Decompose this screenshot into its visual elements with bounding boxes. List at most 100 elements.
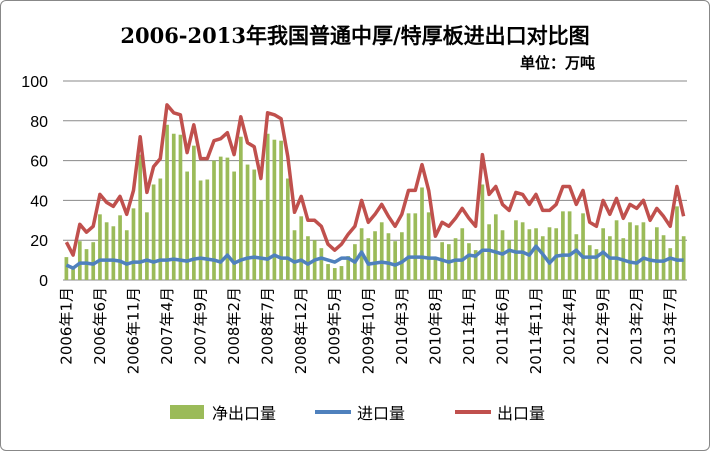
net-export-bar xyxy=(393,241,398,280)
net-export-bar xyxy=(64,257,69,280)
net-export-bar xyxy=(218,156,223,280)
net-export-bar xyxy=(238,136,243,280)
net-export-bar xyxy=(661,235,666,280)
net-export-bar xyxy=(131,208,136,280)
net-export-bar xyxy=(400,232,404,280)
net-export-bar xyxy=(507,240,512,280)
x-tick-label: 2006年11月 xyxy=(124,287,142,374)
net-export-bar xyxy=(614,220,619,280)
chart-title: 2006-2013年我国普通中厚/特厚板进出口对比图 xyxy=(120,23,590,48)
net-export-bar xyxy=(71,267,75,280)
net-export-bar xyxy=(594,249,599,280)
net-export-bar xyxy=(641,222,646,280)
x-tick-label: 2011年1月 xyxy=(460,287,478,365)
export-line xyxy=(64,103,686,257)
x-tick-label: 2008年2月 xyxy=(225,287,243,365)
net-export-bar xyxy=(151,184,156,280)
net-export-bar xyxy=(265,133,270,280)
x-tick-label: 2007年4月 xyxy=(158,287,176,365)
x-tick-label: 2009年10月 xyxy=(359,287,377,374)
net-export-bar xyxy=(540,236,545,280)
net-export-bar xyxy=(319,248,324,280)
net-export-bar xyxy=(259,200,263,280)
x-tick-label: 2008年7月 xyxy=(259,287,277,365)
net-export-bar xyxy=(433,258,438,280)
x-tick-label: 2010年8月 xyxy=(426,287,444,365)
x-tick-label: 2012年4月 xyxy=(561,287,579,365)
net-export-bar xyxy=(192,145,196,280)
x-tick-label: 2007年9月 xyxy=(192,287,210,365)
net-export-bar xyxy=(285,178,290,280)
x-tick-label: 2013年2月 xyxy=(628,287,646,365)
net-export-bar xyxy=(473,250,478,280)
net-export-bar xyxy=(111,226,116,280)
net-export-bar xyxy=(379,222,384,280)
net-export-bar xyxy=(272,139,277,280)
net-export-bar xyxy=(279,140,283,280)
x-tick-label: 2009年5月 xyxy=(326,287,344,365)
net-export-bar xyxy=(547,227,552,280)
net-export-bar xyxy=(373,231,377,280)
net-export-bar xyxy=(634,225,639,280)
net-export-bar xyxy=(561,211,565,280)
net-export-bar xyxy=(426,212,431,280)
y-tick-label: 40 xyxy=(30,193,48,210)
net-export-bar xyxy=(306,236,310,280)
net-export-bar xyxy=(581,213,585,280)
net-export-bar xyxy=(668,248,673,280)
net-export-bar xyxy=(534,228,538,280)
net-export-bar xyxy=(225,157,230,280)
unit-label: 单位：万吨 xyxy=(520,54,596,72)
import-line xyxy=(65,244,684,270)
x-tick-label: 2011年11月 xyxy=(527,287,545,374)
net-export-bar xyxy=(654,227,659,280)
net-export-bar xyxy=(158,178,163,280)
net-export-bar xyxy=(91,242,96,280)
net-export-bar xyxy=(178,134,183,280)
x-tick-label: 2006年1月 xyxy=(57,287,75,365)
net-export-bar xyxy=(118,215,122,280)
net-export-bar xyxy=(406,213,411,280)
net-export-bar xyxy=(299,216,304,280)
y-tick-label: 80 xyxy=(30,114,48,131)
net-export-bar xyxy=(326,264,330,280)
net-export-bar xyxy=(145,212,149,280)
y-tick-label: 20 xyxy=(30,233,48,250)
net-export-bar xyxy=(567,211,572,280)
legend-label: 出口量 xyxy=(497,404,545,423)
net-export-bar xyxy=(98,214,102,280)
net-export-bar xyxy=(514,220,518,280)
net-export-bar xyxy=(554,228,559,280)
net-export-bar xyxy=(420,187,424,280)
net-export-bar xyxy=(252,169,257,280)
net-export-bar xyxy=(232,171,236,280)
y-tick-label: 0 xyxy=(39,273,48,290)
net-export-bar xyxy=(212,160,216,280)
net-export-bar xyxy=(681,236,686,280)
net-export-bar xyxy=(366,238,371,280)
net-export-bar xyxy=(171,133,176,280)
net-export-bar xyxy=(339,266,344,280)
x-tick-label: 2008年12月 xyxy=(292,287,310,374)
x-tick-label: 2012年9月 xyxy=(594,287,612,365)
net-export-bar xyxy=(165,124,169,280)
net-export-bar xyxy=(104,222,109,280)
net-export-bar xyxy=(292,230,297,280)
net-export-bar xyxy=(493,214,498,280)
legend-label: 进口量 xyxy=(357,404,405,423)
net-export-bar xyxy=(346,256,351,280)
net-export-bar xyxy=(77,241,82,280)
net-export-bar xyxy=(198,180,203,280)
net-export-bar xyxy=(487,224,491,280)
net-export-bar xyxy=(413,213,418,280)
legend-swatch-net-export xyxy=(170,405,204,419)
net-export-bar xyxy=(185,171,190,280)
x-tick-label: 2006年6月 xyxy=(91,287,109,365)
net-export-bar xyxy=(675,206,679,280)
net-export-bar xyxy=(628,222,632,280)
net-export-bar xyxy=(480,184,485,280)
net-export-bar xyxy=(574,234,579,280)
legend-label: 净出口量 xyxy=(212,404,276,423)
